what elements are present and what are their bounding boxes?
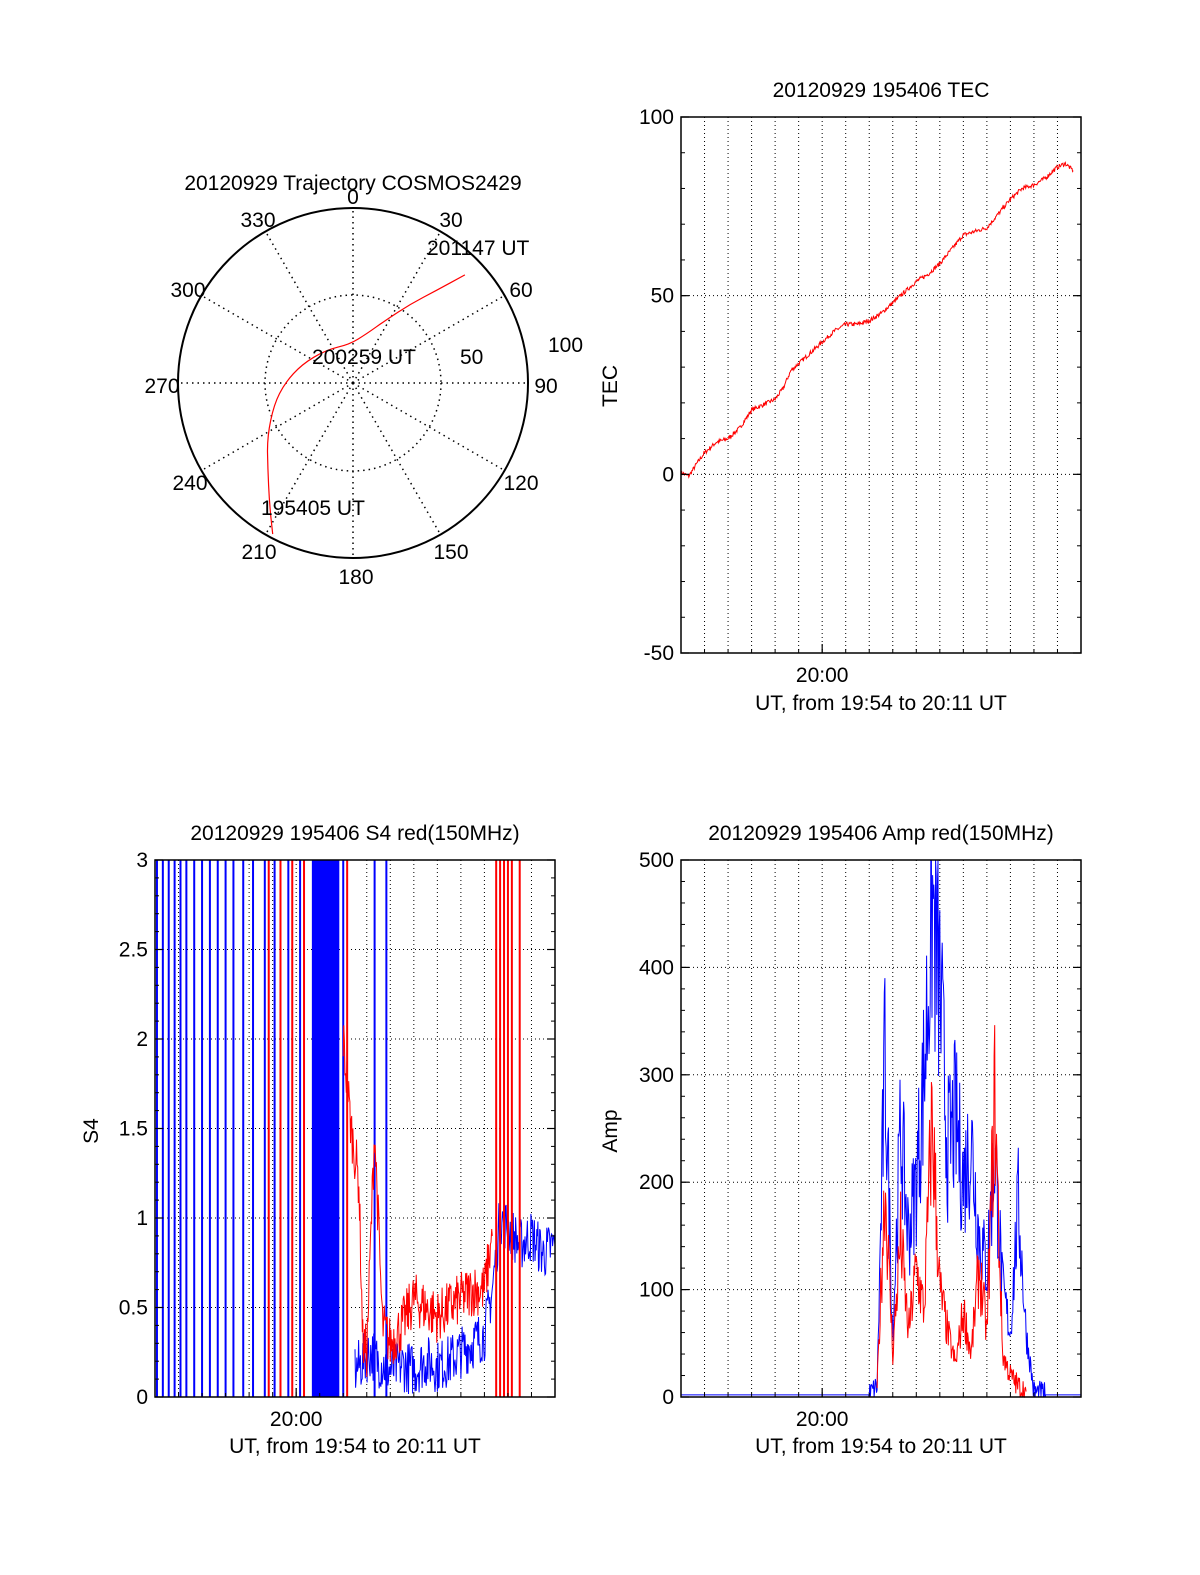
amp-y-ticks: 0 100 200 300 400 500 xyxy=(639,849,1081,1409)
tec-frame xyxy=(680,116,1082,654)
s4-y-axis-label: S4 xyxy=(80,1118,103,1144)
azimuth-label: 210 xyxy=(241,541,276,564)
tec-title: 20120929 195406 TEC xyxy=(773,79,990,102)
tec-x-axis-label: UT, from 19:54 to 20:11 UT xyxy=(755,692,1007,715)
y-tick-label: 3 xyxy=(136,849,148,872)
y-tick-label: 2 xyxy=(136,1028,148,1051)
y-tick-label: -50 xyxy=(644,642,674,665)
y-tick-label: 0 xyxy=(136,1386,148,1409)
y-tick-label: 2.5 xyxy=(119,939,148,962)
s4-x-axis-label: UT, from 19:54 to 20:11 UT xyxy=(229,1435,481,1458)
y-tick-label: 0.5 xyxy=(119,1297,148,1320)
amp-x-axis-label: UT, from 19:54 to 20:11 UT xyxy=(755,1435,1007,1458)
s4-grid xyxy=(155,860,555,1397)
polar-azimuth-labels: 0 30 60 90 120 150 180 210 240 270 300 330 xyxy=(144,186,557,589)
red-series-line xyxy=(342,1025,493,1377)
y-tick-label: 1.5 xyxy=(119,1118,148,1141)
azimuth-label: 150 xyxy=(433,541,468,564)
blue-series-line xyxy=(354,1203,556,1395)
trajectory-line xyxy=(266,274,466,535)
y-tick-label: 300 xyxy=(639,1064,674,1087)
y-tick-label: 200 xyxy=(639,1171,674,1194)
tec-panel: 20120929 195406 TEC -50 0 50 100 20:00 UT, … xyxy=(599,79,1082,715)
azimuth-label: 240 xyxy=(172,472,207,495)
annotation-mid-time: 200259 UT xyxy=(312,346,416,369)
tec-x-ticks: 20:00 xyxy=(704,644,1058,687)
polar-title: 20120929 Trajectory COSMOS2429 xyxy=(184,172,521,195)
x-tick-label: 20:00 xyxy=(796,1408,849,1431)
azimuth-label: 270 xyxy=(144,375,179,398)
azimuth-label: 330 xyxy=(240,209,275,232)
y-tick-label: 100 xyxy=(639,1279,674,1302)
amp-title: 20120929 195406 Amp red(150MHz) xyxy=(708,822,1054,845)
y-tick-label: 400 xyxy=(639,956,674,979)
amp-y-axis-label: Amp xyxy=(599,1109,622,1152)
y-tick-label: 500 xyxy=(639,849,674,872)
s4-y-ticks: 0 0.5 1 1.5 2 2.5 3 xyxy=(119,849,555,1409)
polar-ring-label-100: 100 xyxy=(548,334,583,357)
azimuth-label: 300 xyxy=(170,279,205,302)
polar-outer-circle xyxy=(177,207,529,559)
s4-series xyxy=(155,860,556,1397)
red-series-line xyxy=(680,161,1074,479)
tec-series xyxy=(680,161,1074,479)
annotation-end-time: 201147 UT xyxy=(427,237,530,260)
tec-y-ticks: -50 0 50 100 xyxy=(639,106,1081,665)
polar-plot: 20120929 Trajectory COSMOS2429 0 30 60 90 12… xyxy=(144,172,583,589)
y-tick-label: 0 xyxy=(662,463,674,486)
blue-series-line xyxy=(681,859,1081,1398)
polar-spoke xyxy=(352,382,505,472)
y-tick-label: 0 xyxy=(662,1386,674,1409)
tec-grid xyxy=(681,117,1081,653)
s4-x-ticks: 20:00 xyxy=(178,1388,532,1431)
azimuth-label: 0 xyxy=(347,186,359,209)
amp-x-ticks: 20:00 xyxy=(704,1388,1058,1431)
annotation-start-time: 195405 UT xyxy=(261,497,365,520)
azimuth-label: 180 xyxy=(338,566,373,589)
amp-series xyxy=(681,859,1081,1399)
amp-grid xyxy=(681,860,1081,1397)
blue-dense-block xyxy=(311,860,340,1397)
polar-ring-label-50: 50 xyxy=(460,346,483,369)
azimuth-label: 90 xyxy=(534,375,557,398)
polar-spoke xyxy=(352,382,442,535)
y-tick-label: 50 xyxy=(651,285,674,308)
s4-title: 20120929 195406 S4 red(150MHz) xyxy=(190,822,519,845)
azimuth-label: 30 xyxy=(439,209,462,232)
polar-spoke xyxy=(352,294,505,384)
x-tick-label: 20:00 xyxy=(270,1408,323,1431)
polar-spoke xyxy=(201,382,354,472)
tec-y-axis-label: TEC xyxy=(599,365,622,407)
azimuth-label: 120 xyxy=(503,472,538,495)
y-tick-label: 100 xyxy=(639,106,674,129)
s4-panel: 20120929 195406 S4 red(150MHz) 0 0.5 1 1.5 2… xyxy=(80,822,556,1458)
y-tick-label: 1 xyxy=(136,1207,148,1230)
amp-frame xyxy=(680,859,1082,1398)
polar-spoke xyxy=(201,294,354,384)
red-series-line xyxy=(876,1025,1027,1399)
x-tick-label: 20:00 xyxy=(796,664,849,687)
azimuth-label: 60 xyxy=(509,279,532,302)
amp-panel: 20120929 195406 Amp red(150MHz) 0 100 200 3… xyxy=(599,822,1082,1458)
